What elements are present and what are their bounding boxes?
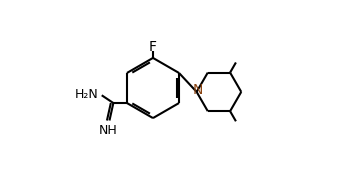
Text: NH: NH	[99, 124, 118, 137]
Text: F: F	[149, 40, 157, 54]
Text: N: N	[192, 83, 203, 97]
Text: H₂N: H₂N	[75, 88, 99, 101]
